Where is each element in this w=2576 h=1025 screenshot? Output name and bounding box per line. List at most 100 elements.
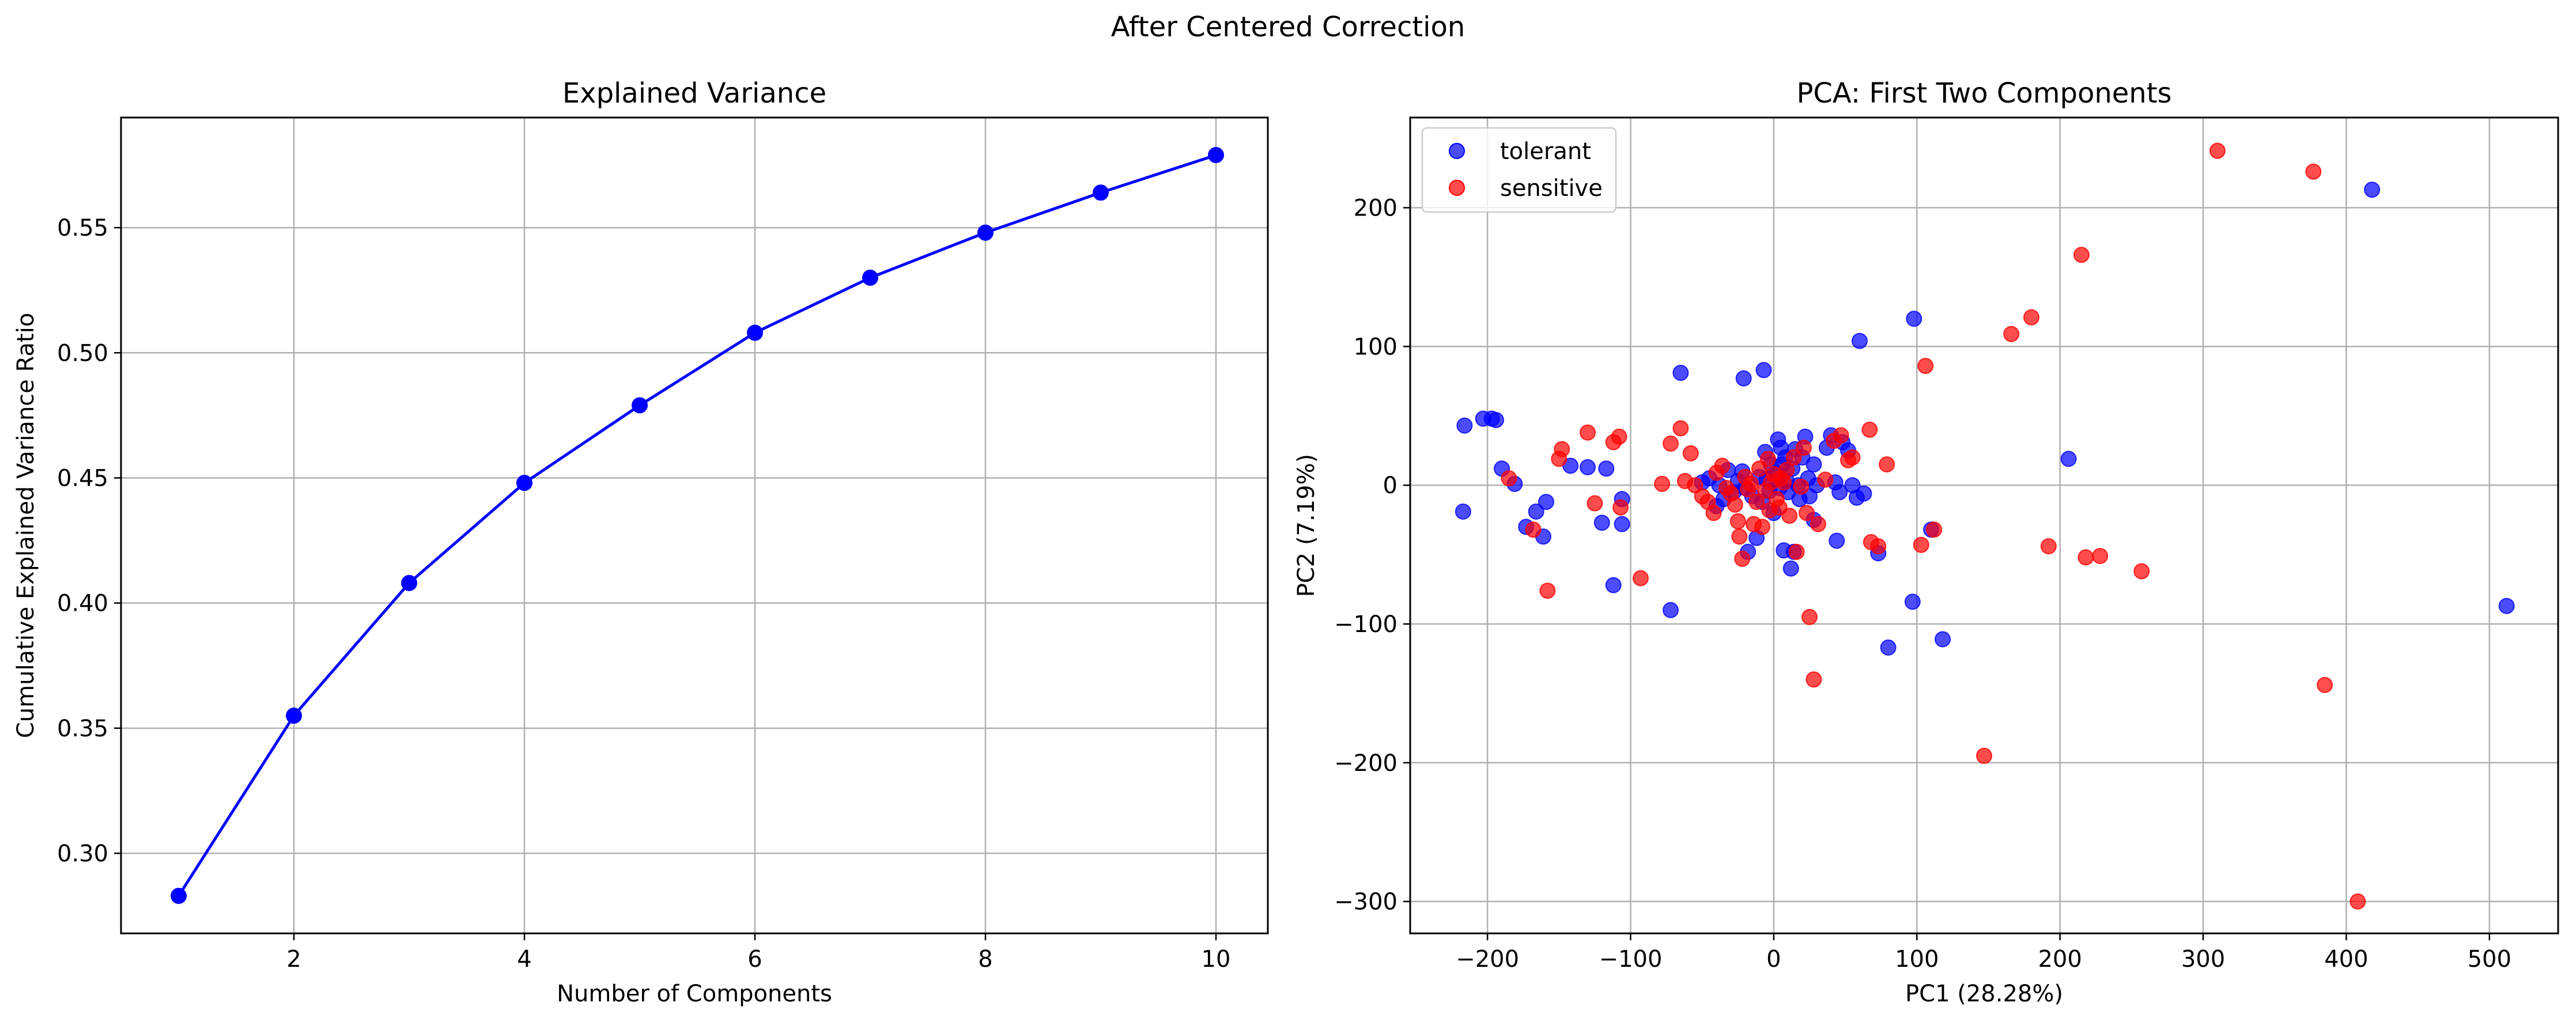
- scatter-point-sensitive: [1727, 496, 1743, 513]
- scatter-point-tolerant: [2498, 597, 2515, 614]
- right-x-tick-label: 500: [2468, 946, 2511, 973]
- scatter-point-sensitive: [2133, 563, 2150, 580]
- variance-curve: [177, 153, 1217, 897]
- left-y-tick-label: 0.40: [57, 591, 108, 617]
- right-x-tick-label: 100: [1895, 946, 1939, 973]
- scatter-point-sensitive: [2078, 549, 2094, 566]
- scatter-point-sensitive: [1654, 475, 1671, 492]
- scatter-point-sensitive: [1731, 528, 1748, 545]
- scatter-point-tolerant: [1856, 485, 1872, 502]
- scatter-point-tolerant: [1755, 362, 1772, 379]
- right-grid: [1410, 118, 2558, 933]
- scatter-point-sensitive: [1778, 462, 1795, 478]
- scatter-point-sensitive: [1793, 478, 1810, 495]
- scatter-point-sensitive: [1611, 428, 1627, 445]
- right-x-axis-label: PC1 (28.28%): [1905, 981, 2063, 1007]
- scatter-point-sensitive: [2092, 548, 2109, 564]
- scatter-point-tolerant: [1593, 515, 1610, 531]
- scatter-point-tolerant: [1782, 560, 1799, 577]
- variance-point: [1208, 147, 1224, 164]
- variance-point: [171, 887, 187, 904]
- scatter-point-sensitive: [1785, 449, 1802, 466]
- legend-marker-sensitive: [1449, 180, 1465, 196]
- scatter-point-sensitive: [1870, 538, 1887, 555]
- left-x-axis-label: Number of Components: [557, 981, 832, 1007]
- left-y-tick-label: 0.30: [57, 841, 108, 867]
- scatter-point-sensitive: [1801, 608, 1818, 625]
- scatter-point-tolerant: [1904, 593, 1921, 610]
- variance-point: [401, 574, 417, 591]
- left-y-tick-label: 0.50: [57, 340, 108, 366]
- scatter-point-tolerant: [1528, 503, 1544, 520]
- right-x-ticks: −200 −100 0 100 200 300 400 500: [1456, 933, 2511, 973]
- right-y-tick-label: −300: [1334, 889, 1397, 916]
- left-x-tick-label: 2: [286, 946, 301, 973]
- scatter-point-sensitive: [2023, 309, 2039, 326]
- left-axes-frame: [120, 116, 1269, 935]
- scatter-point-sensitive: [1810, 516, 1826, 532]
- scatter-point-tolerant: [1456, 417, 1473, 434]
- right-x-tick-label: 300: [2181, 946, 2225, 973]
- scatter-point-sensitive: [1913, 536, 1929, 553]
- scatter-point-sensitive: [1743, 475, 1759, 492]
- right-y-tick-label: −200: [1334, 750, 1397, 777]
- left-plot-title: Explained Variance: [562, 77, 826, 109]
- scatter-point-sensitive: [2350, 893, 2366, 910]
- scatter-point-sensitive: [1879, 456, 1895, 472]
- scatter-point-sensitive: [1632, 570, 1649, 587]
- legend: tolerant sensitive: [1421, 127, 1617, 213]
- right-y-tick-label: 200: [1354, 195, 1397, 222]
- right-x-tick-label: 400: [2324, 946, 2368, 973]
- scatter-point-tolerant: [1735, 370, 1752, 387]
- left-x-ticks: 2 4 6 8 10: [286, 933, 1230, 973]
- scatter-point-tolerant: [1851, 332, 1868, 349]
- scatter-point-sensitive: [1796, 440, 1812, 456]
- scatter-point-sensitive: [1587, 495, 1603, 512]
- scatter-point-tolerant: [2364, 181, 2381, 198]
- scatter-point-tolerant: [2060, 451, 2077, 467]
- scatter-point-sensitive: [2305, 163, 2322, 180]
- scatter-point-sensitive: [1917, 358, 1934, 375]
- legend-label-sensitive: sensitive: [1500, 175, 1603, 202]
- variance-point: [516, 475, 532, 491]
- scatter-point-tolerant: [1831, 484, 1848, 501]
- scatter-point-tolerant: [1580, 459, 1596, 475]
- scatter-point-sensitive: [1705, 505, 1722, 521]
- scatter-point-sensitive: [1817, 471, 1834, 488]
- scatter-point-sensitive: [1714, 457, 1731, 474]
- scatter-point-sensitive: [1729, 513, 1746, 529]
- scatter-point-sensitive: [1580, 424, 1596, 441]
- legend-marker-tolerant: [1449, 143, 1465, 159]
- scatter-point-sensitive: [1833, 427, 1849, 444]
- scatter-point-sensitive: [1501, 470, 1517, 487]
- right-axes-frame: [1409, 116, 2559, 935]
- scatter-point-sensitive: [2003, 326, 2020, 342]
- left-x-tick-label: 4: [517, 946, 531, 973]
- variance-line: [177, 153, 1217, 897]
- scatter-point-sensitive: [2073, 247, 2090, 263]
- scatter-point-sensitive: [1781, 508, 1798, 524]
- scatter-point-sensitive: [1976, 747, 1992, 764]
- scatter-point-tolerant: [1663, 602, 1679, 618]
- scatter-point-sensitive: [1788, 543, 1805, 560]
- variance-point: [1093, 184, 1109, 201]
- scatter-point-sensitive: [1672, 420, 1689, 437]
- variance-point: [977, 224, 994, 241]
- scatter-point-tolerant: [1605, 577, 1622, 593]
- right-x-tick-label: −200: [1456, 946, 1519, 973]
- right-x-tick-label: 200: [2038, 946, 2082, 973]
- scatter-point-sensitive: [1554, 441, 1570, 457]
- variance-markers: [171, 147, 1224, 904]
- scatter-point-sensitive: [1734, 550, 1751, 567]
- scatter-point-sensitive: [1844, 449, 1861, 466]
- scatter-point-sensitive: [1799, 505, 1815, 521]
- scatter-point-sensitive: [1682, 445, 1699, 462]
- variance-point: [862, 269, 878, 286]
- pca-points: [1455, 142, 2515, 910]
- scatter-point-sensitive: [1806, 671, 1822, 688]
- scatter-point-tolerant: [1880, 639, 1897, 656]
- figure-title: After Centered Correction: [1111, 11, 1465, 43]
- scatter-point-tolerant: [1538, 494, 1554, 510]
- scatter-point-tolerant: [1455, 503, 1471, 520]
